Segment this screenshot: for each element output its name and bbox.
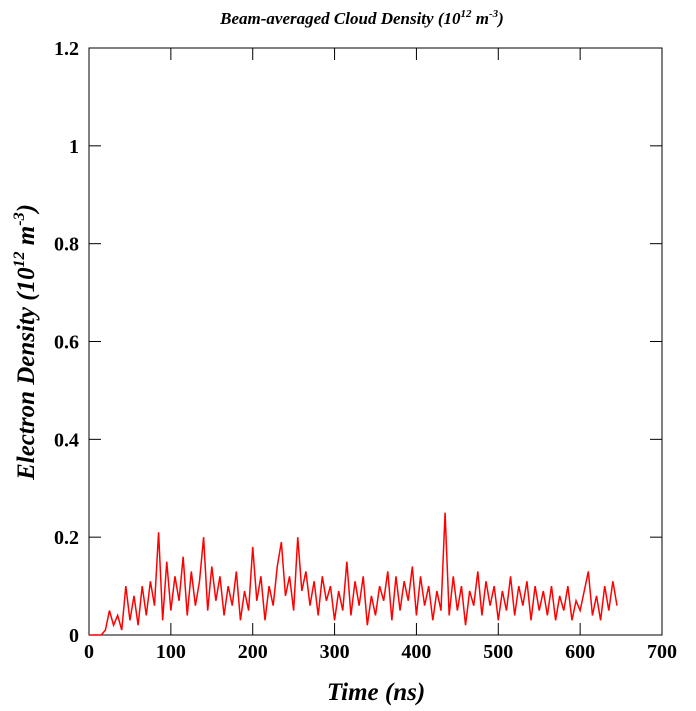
title-part: ) — [496, 9, 504, 28]
y-tick-label: 0.6 — [54, 332, 79, 354]
x-tick-label: 500 — [483, 641, 513, 663]
title-sup: -3 — [489, 8, 499, 20]
y-label-part: m — [13, 226, 40, 252]
y-tick-label: 0.2 — [54, 527, 79, 549]
x-tick-label: 300 — [320, 641, 350, 663]
y-label-part: Electron Density (10 — [13, 267, 40, 481]
x-tick-label: 600 — [565, 641, 595, 663]
x-tick-label: 200 — [238, 641, 268, 663]
title-part: Beam-averaged Cloud Density (10 — [219, 9, 461, 28]
x-tick-label: 100 — [156, 641, 186, 663]
x-tick-label: 0 — [84, 641, 94, 663]
x-tick-label: 400 — [401, 641, 431, 663]
x-tick-label: 700 — [647, 641, 677, 663]
plot-frame — [88, 47, 663, 636]
title-sup: 12 — [461, 8, 473, 20]
y-tick-label: 0.8 — [54, 234, 79, 256]
data-line — [89, 512, 618, 636]
y-tick-label: 0.4 — [54, 429, 79, 451]
y-tick-label: 1.2 — [54, 38, 79, 60]
x-axis-label: Time (ns) — [327, 679, 425, 706]
y-label-sup: 12 — [11, 251, 28, 267]
y-tick-label: 0 — [69, 625, 79, 647]
y-label-sup: -3 — [11, 212, 28, 225]
title-part: m — [472, 9, 489, 28]
y-label-part: ) — [13, 204, 40, 214]
y-tick-label: 1 — [69, 136, 79, 158]
y-axis-label: Electron Density (1012 m-3) — [11, 204, 40, 481]
chart-title: Beam-averaged Cloud Density (1012 m-3) — [219, 8, 504, 28]
